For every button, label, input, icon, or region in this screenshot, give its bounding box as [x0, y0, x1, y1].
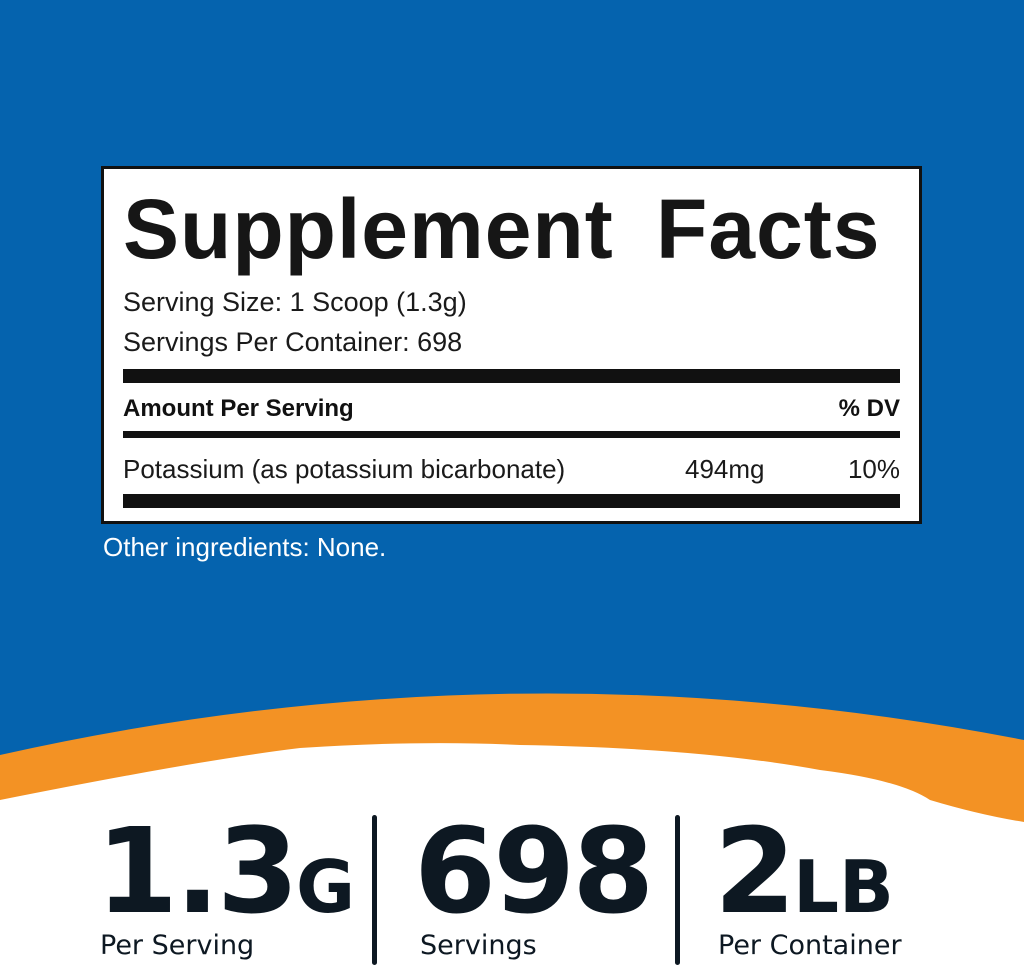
nutrient-amount: 494mg [685, 454, 765, 484]
panel-title: Supplement Facts [123, 182, 881, 276]
stat-divider [675, 815, 680, 965]
stat-number: 1.3 [96, 802, 299, 940]
stat-container-value: 2LB [714, 802, 894, 940]
divider-bottom [123, 494, 900, 508]
white-area [0, 743, 1024, 969]
servings-per-container: Servings Per Container: 698 [123, 327, 463, 357]
stat-container-caption: Per Container [718, 930, 902, 961]
stat-serving-caption: Per Serving [100, 930, 255, 961]
nutrient-dv: 10% [847, 454, 900, 484]
stat-unit: LB [793, 845, 894, 929]
serving-size: Serving Size: 1 Scoop (1.3g) [123, 287, 467, 317]
other-ingredients: Other ingredients: None. [103, 532, 387, 562]
divider-thick [123, 369, 900, 383]
nutrient-name: Potassium (as potassium bicarbonate) [123, 454, 566, 484]
supplement-facts-panel: Supplement Facts Serving Size: 1 Scoop (… [101, 166, 922, 524]
stat-number: 2 [714, 802, 796, 940]
divider-medium [123, 431, 900, 438]
stat-servings-caption: Servings [420, 930, 537, 961]
stat-servings-value: 698 [414, 802, 654, 940]
stat-serving-value: 1.3G [96, 802, 355, 940]
stat-unit: G [296, 845, 356, 929]
stat-divider [372, 815, 377, 965]
amount-per-serving-header: Amount Per Serving [123, 395, 354, 422]
dv-header: % DV [838, 395, 900, 422]
